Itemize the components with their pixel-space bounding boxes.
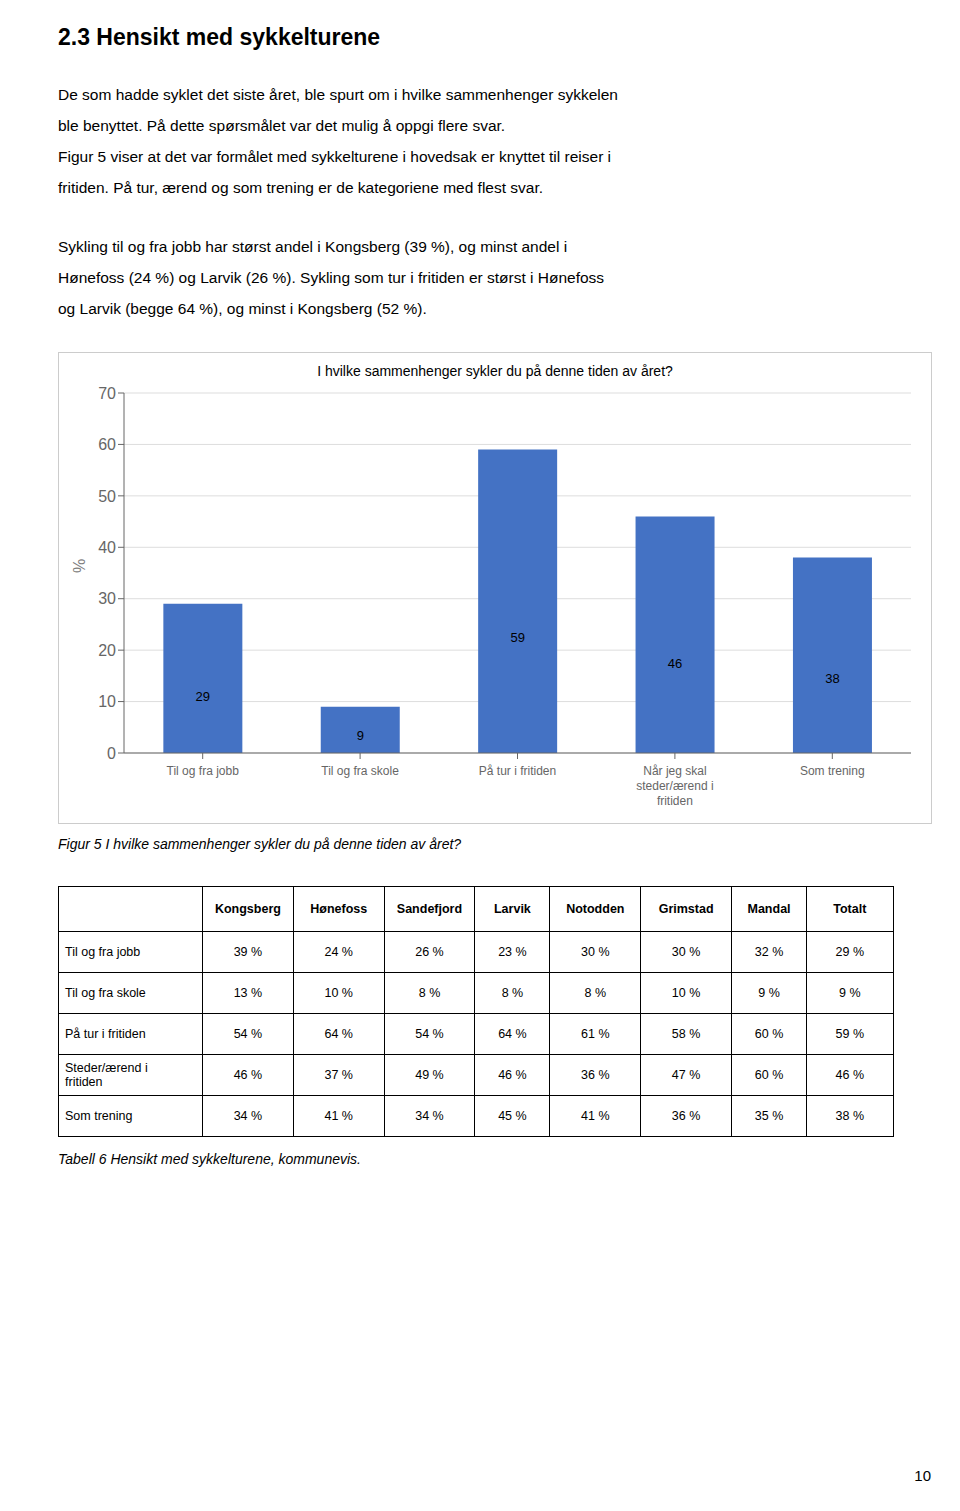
html-text:10 %: 10 % bbox=[671, 986, 701, 1000]
html-text:54 %: 54 % bbox=[233, 1027, 263, 1041]
html-text:10: 10 bbox=[914, 1467, 931, 1484]
html-text:46 %: 46 % bbox=[233, 1068, 263, 1082]
html-text:60 %: 60 % bbox=[754, 1068, 784, 1082]
html-text:Larvik: Larvik bbox=[494, 902, 531, 916]
html-text:Hønefoss: Hønefoss bbox=[310, 902, 368, 916]
svg-text:9: 9 bbox=[357, 728, 364, 743]
svg-text:70: 70 bbox=[98, 385, 116, 402]
html-text:58 %: 58 % bbox=[671, 1027, 701, 1041]
html-text:2.3 Hensikt med sykkelturene: 2.3 Hensikt med sykkelturene bbox=[58, 24, 381, 50]
html-text:38 %: 38 % bbox=[835, 1109, 864, 1123]
html-text:34 %: 34 % bbox=[415, 1109, 444, 1123]
html-text:8 %: 8 % bbox=[501, 986, 524, 1000]
html-text:8 %: 8 % bbox=[584, 986, 607, 1000]
svg-text:%: % bbox=[71, 559, 88, 573]
html-text:37 %: 37 % bbox=[324, 1068, 353, 1082]
html-text:fritiden. På tur, ærend og som: fritiden. På tur, ærend og som trening e… bbox=[58, 179, 544, 196]
html-text:Figur 5 I hvilke sammenhenger: Figur 5 I hvilke sammenhenger sykler du … bbox=[58, 836, 462, 852]
html-text:9 %: 9 % bbox=[758, 986, 780, 1000]
svg-text:40: 40 bbox=[98, 539, 116, 556]
html-text:64 %: 64 % bbox=[498, 1027, 527, 1041]
html-text:Grimstad: Grimstad bbox=[658, 902, 714, 916]
svg-text:60: 60 bbox=[98, 436, 116, 453]
html-text:36 %: 36 % bbox=[671, 1109, 701, 1123]
html-text:Steder/ærend i: Steder/ærend i bbox=[65, 1061, 148, 1075]
html-text:61 %: 61 % bbox=[581, 1027, 610, 1041]
html-text:64 %: 64 % bbox=[324, 1027, 353, 1041]
html-text:Til og fra jobb: Til og fra jobb bbox=[65, 945, 141, 959]
html-text:Hønefoss (24 %) og Larvik (26: Hønefoss (24 %) og Larvik (26 %). Syklin… bbox=[58, 269, 605, 286]
html-text:30 %: 30 % bbox=[671, 945, 701, 959]
html-text:Totalt: Totalt bbox=[833, 902, 867, 916]
svg-text:38: 38 bbox=[825, 671, 839, 686]
svg-text:46: 46 bbox=[668, 656, 682, 671]
svg-text:50: 50 bbox=[98, 488, 116, 505]
html-text:9 %: 9 % bbox=[839, 986, 861, 1000]
html-text:32 %: 32 % bbox=[754, 945, 784, 959]
svg-text:30: 30 bbox=[98, 590, 116, 607]
html-text:23 %: 23 % bbox=[498, 945, 527, 959]
svg-text:29: 29 bbox=[196, 689, 210, 704]
html-text:26 %: 26 % bbox=[415, 945, 444, 959]
html-text:46 %: 46 % bbox=[835, 1068, 864, 1082]
html-text:Sykling til og fra jobb har st: Sykling til og fra jobb har størst andel… bbox=[58, 238, 568, 255]
svg-text:På tur i fritiden: På tur i fritiden bbox=[479, 764, 556, 778]
html-text:47 %: 47 % bbox=[671, 1068, 701, 1082]
html-text:41 %: 41 % bbox=[324, 1109, 353, 1123]
html-text:fritiden: fritiden bbox=[65, 1075, 103, 1089]
html-text:Kongsberg: Kongsberg bbox=[214, 902, 281, 916]
html-text:35 %: 35 % bbox=[754, 1109, 784, 1123]
html-text:I hvilke sammenhenger sykler d: I hvilke sammenhenger sykler du på denne… bbox=[317, 363, 673, 379]
svg-text:10: 10 bbox=[98, 693, 116, 710]
svg-text:Som trening: Som trening bbox=[800, 764, 865, 778]
html-text:Mandal: Mandal bbox=[747, 902, 791, 916]
html-text:29 %: 29 % bbox=[835, 945, 864, 959]
html-text:Notodden: Notodden bbox=[566, 902, 625, 916]
html-text:45 %: 45 % bbox=[498, 1109, 527, 1123]
svg-text:0: 0 bbox=[107, 745, 116, 762]
svg-text:Når jeg skalsteder/ærend ifrit: Når jeg skalsteder/ærend ifritiden bbox=[636, 764, 713, 808]
html-text:36 %: 36 % bbox=[581, 1068, 610, 1082]
html-text:8 %: 8 % bbox=[418, 986, 441, 1000]
html-text:54 %: 54 % bbox=[415, 1027, 444, 1041]
html-text:Tabell 6 Hensikt med sykkeltur: Tabell 6 Hensikt med sykkelturene, kommu… bbox=[58, 1151, 361, 1167]
html-text:Som trening: Som trening bbox=[65, 1109, 133, 1123]
html-text:og Larvik (begge 64 %), og min: og Larvik (begge 64 %), og minst i Kongs… bbox=[58, 300, 427, 317]
html-text:På tur i fritiden: På tur i fritiden bbox=[65, 1027, 146, 1041]
svg-text:Til og fra skole: Til og fra skole bbox=[321, 764, 399, 778]
html-text:Figur 5 viser at det var formå: Figur 5 viser at det var formålet med sy… bbox=[58, 148, 612, 165]
svg-text:Til og fra jobb: Til og fra jobb bbox=[167, 764, 240, 778]
html-text:39 %: 39 % bbox=[233, 945, 263, 959]
html-text:Til og fra skole: Til og fra skole bbox=[65, 986, 146, 1000]
html-text:Sandefjord: Sandefjord bbox=[396, 902, 463, 916]
html-text:49 %: 49 % bbox=[415, 1068, 444, 1082]
html-text:30 %: 30 % bbox=[581, 945, 610, 959]
html-text:34 %: 34 % bbox=[233, 1109, 263, 1123]
html-text:59 %: 59 % bbox=[835, 1027, 864, 1041]
html-text:60 %: 60 % bbox=[754, 1027, 784, 1041]
html-text:10 %: 10 % bbox=[324, 986, 353, 1000]
html-text:De som hadde syklet det siste: De som hadde syklet det siste året, ble … bbox=[58, 86, 618, 103]
html-text:46 %: 46 % bbox=[498, 1068, 527, 1082]
svg-text:59: 59 bbox=[510, 630, 524, 645]
html-text:ble benyttet. På dette spørsmå: ble benyttet. På dette spørsmålet var de… bbox=[58, 117, 506, 134]
html-text:13 %: 13 % bbox=[233, 986, 263, 1000]
html-text:41 %: 41 % bbox=[581, 1109, 610, 1123]
html-text:24 %: 24 % bbox=[324, 945, 353, 959]
svg-text:20: 20 bbox=[98, 642, 116, 659]
